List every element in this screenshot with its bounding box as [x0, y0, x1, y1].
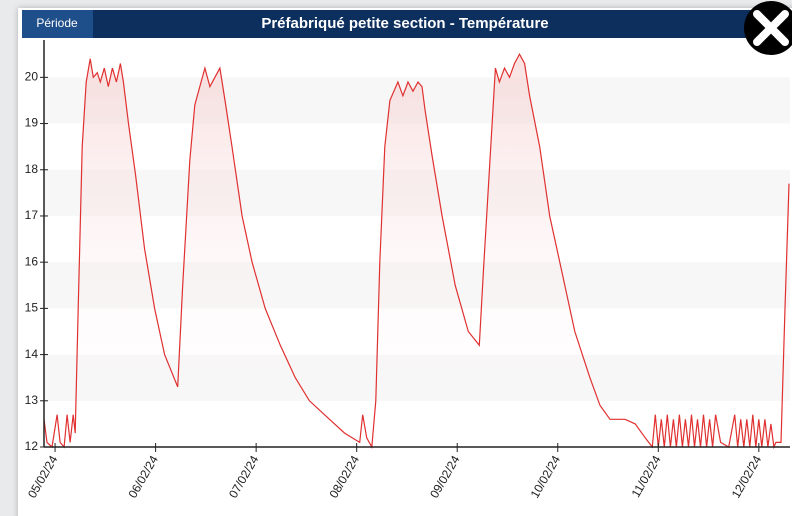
y-tick-label: 18: [25, 162, 39, 176]
y-tick-label: 17: [25, 208, 39, 222]
close-icon[interactable]: [753, 10, 789, 46]
header-bar: [22, 10, 772, 38]
y-tick-label: 14: [25, 347, 39, 361]
y-tick-label: 12: [25, 439, 39, 453]
line: [43, 52, 790, 450]
y-tick-label: 20: [25, 70, 39, 84]
close-button[interactable]: [744, 1, 792, 55]
period-button[interactable]: [22, 10, 93, 38]
period-label[interactable]: Période: [36, 16, 78, 30]
y-tick-label: 15: [25, 301, 39, 315]
y-tick-label: 16: [25, 254, 39, 268]
area: [44, 54, 789, 447]
y-tick-label: 19: [25, 116, 39, 130]
chart-title: Préfabriqué petite section - Température: [261, 15, 548, 32]
y-tick-label: 13: [25, 393, 39, 407]
